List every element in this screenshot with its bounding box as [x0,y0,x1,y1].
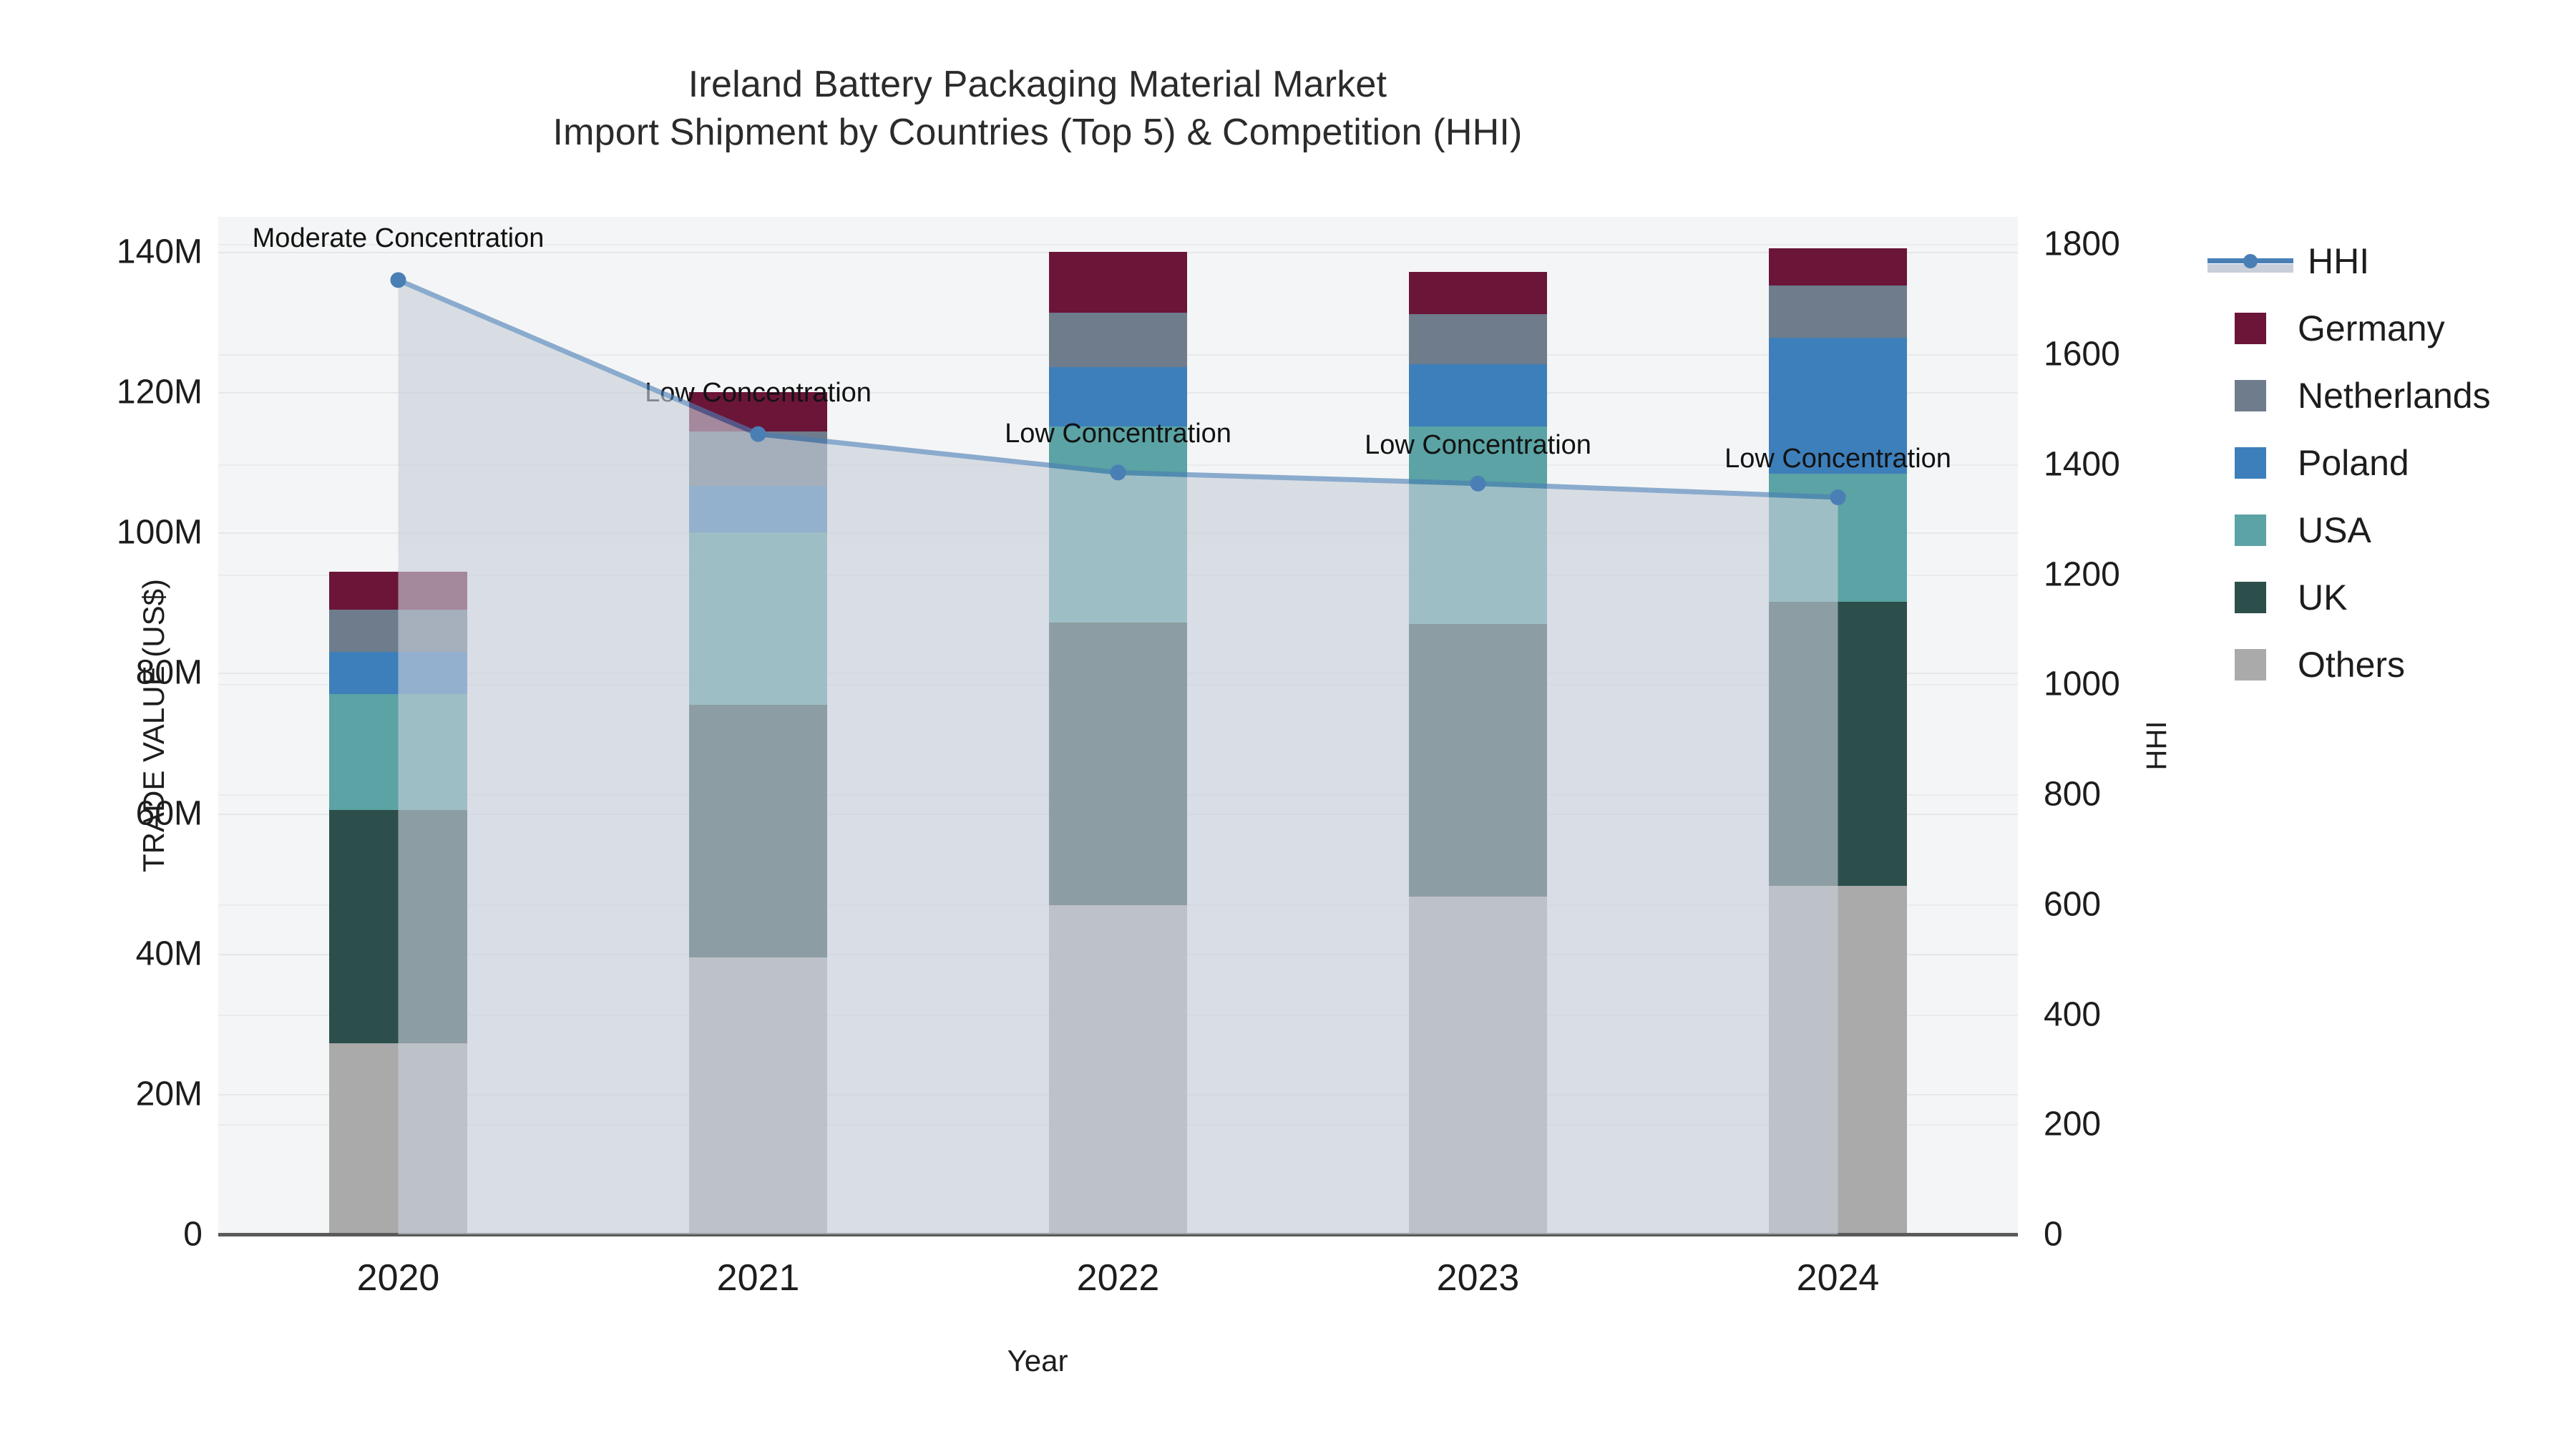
legend-item-others[interactable]: Others [2207,631,2491,698]
chart-legend: HHI Germany Netherlands Poland USA UK Others [2207,228,2491,698]
y-axis-left-tick-140M: 140M [116,233,203,271]
legend-swatch-icon-poland [2235,447,2266,479]
legend-label: USA [2298,510,2371,550]
legend-item-hhi[interactable]: HHI [2207,228,2491,295]
y-axis-left-tick-100M: 100M [116,513,203,552]
legend-swatch-icon-usa [2235,514,2266,546]
x-axis-tick-2021: 2021 [716,1257,800,1299]
y-axis-right-tick-400: 400 [2044,995,2102,1034]
legend-line-swatch-icon [2207,245,2293,277]
x-axis-tick-2022: 2022 [1076,1257,1160,1299]
y-axis-left-tick-80M: 80M [135,653,203,692]
legend-label: Netherlands [2298,376,2491,416]
y-axis-left-tick-120M: 120M [116,373,203,411]
y-axis-right-tick-600: 600 [2044,885,2102,924]
legend-item-uk[interactable]: UK [2207,564,2491,631]
y-axis-left-tick-20M: 20M [135,1075,203,1113]
chart-title-line-1: Ireland Battery Packaging Material Marke… [688,64,1387,105]
y-axis-left-tick-40M: 40M [135,935,203,973]
x-axis-line [218,1233,2018,1236]
annotation-2020: Moderate Concentration [252,223,545,254]
legend-item-germany[interactable]: Germany [2207,295,2491,362]
y-axis-right-tick-0: 0 [2044,1215,2063,1254]
x-axis-tick-2024: 2024 [1796,1257,1880,1299]
legend-swatch-icon-uk [2235,582,2266,613]
y-axis-right-tick-800: 800 [2044,775,2102,814]
legend-item-usa[interactable]: USA [2207,497,2491,564]
y-axis-right-tick-1000: 1000 [2044,665,2120,703]
legend-area-fill-icon [2207,264,2293,273]
legend-swatch-icon-others [2235,649,2266,680]
y-axis-right-tick-1400: 1400 [2044,445,2120,484]
legend-label: UK [2298,577,2348,618]
gridline-minor [218,244,2018,246]
legend-label: HHI [2308,241,2370,281]
x-axis-tick-2020: 2020 [356,1257,440,1299]
y-axis-left-tick-60M: 60M [135,794,203,833]
y-axis-right-tick-1200: 1200 [2044,555,2120,594]
legend-item-netherlands[interactable]: Netherlands [2207,362,2491,429]
legend-label: Others [2298,645,2406,685]
y-axis-left-tick-0: 0 [183,1215,203,1254]
x-axis-tick-2023: 2023 [1436,1257,1520,1299]
x-axis-title: Year [1007,1344,1068,1377]
legend-swatch-icon-netherlands [2235,380,2266,411]
legend-marker-dot-icon [2243,254,2258,268]
chart-title-line-2: Import Shipment by Countries (Top 5) & C… [552,111,1523,153]
y-axis-right-tick-1800: 1800 [2044,225,2120,263]
legend-label: Poland [2298,443,2409,483]
legend-swatch-icon-germany [2235,313,2266,344]
legend-item-poland[interactable]: Poland [2207,429,2491,497]
chart-title: Ireland Battery Packaging Material Marke… [0,61,2075,156]
y-axis-right-tick-200: 200 [2044,1105,2102,1143]
legend-label: Germany [2298,308,2445,348]
y-axis-right-tick-1600: 1600 [2044,335,2120,374]
